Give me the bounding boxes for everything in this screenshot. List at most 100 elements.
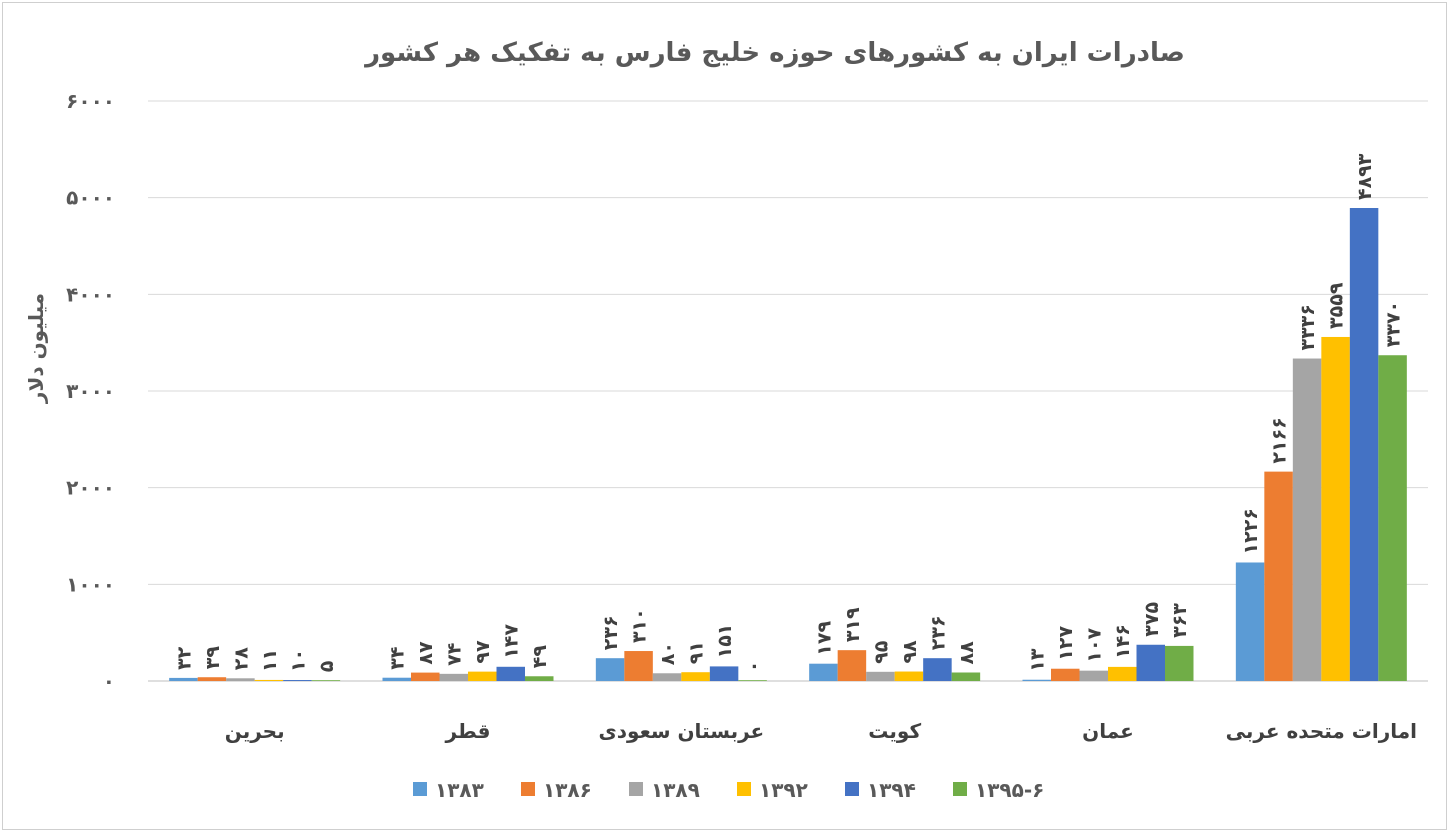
- data-label: ۲۳۶: [600, 615, 622, 650]
- bar: [837, 650, 867, 681]
- bar: [1349, 208, 1379, 681]
- data-label: ۳۳۳۶: [1297, 304, 1319, 350]
- data-label: ۱۴۶: [1112, 624, 1134, 659]
- category-label: عربستان سعودی: [598, 719, 764, 743]
- bar: [809, 663, 838, 681]
- legend-swatch: [953, 782, 967, 796]
- legend-swatch: [413, 782, 427, 796]
- data-label: ۳۱۰: [629, 608, 651, 643]
- legend-label: ۱۳۸۶: [543, 778, 592, 802]
- bar: [496, 666, 525, 681]
- data-label: ۱۱: [259, 649, 281, 672]
- data-label: ۴۸۹۳: [1354, 153, 1376, 200]
- data-label: ۸۸: [956, 641, 978, 665]
- data-label: ۸۰: [657, 642, 679, 665]
- data-label: ۹۵: [870, 640, 892, 664]
- y-tick-label: ۳۰۰۰: [66, 379, 115, 403]
- bar: [525, 676, 554, 681]
- bar: [951, 672, 981, 681]
- data-label: ۴۹: [529, 645, 551, 669]
- data-label: ۱۷۹: [813, 621, 835, 656]
- legend-swatch: [737, 782, 751, 796]
- data-label: ۱۲۷: [1055, 626, 1077, 661]
- legend-label: ۱۳۹۲: [759, 778, 808, 802]
- data-label: ۰: [743, 661, 765, 673]
- bar: [1235, 562, 1265, 681]
- bar: [226, 678, 255, 681]
- chart-title: صادرات ایران به کشورهای حوزه خلیج فارس ب…: [363, 38, 1185, 68]
- legend-label: ۱۳۸۳: [435, 778, 484, 802]
- bar: [283, 680, 312, 681]
- data-label: ۹۱: [686, 641, 708, 664]
- bar: [1165, 645, 1194, 681]
- bar: [894, 671, 924, 681]
- data-label: ۳۵۵۹: [1326, 282, 1348, 329]
- bar: [923, 658, 952, 681]
- bar: [1292, 358, 1322, 681]
- data-label: ۹۸: [899, 640, 921, 664]
- bars: [169, 208, 1407, 681]
- data-label: ۵: [316, 660, 338, 672]
- data-label: ۲۸: [230, 647, 252, 671]
- data-label: ۳۶۳: [1169, 603, 1191, 638]
- data-label: ۳۳۷۰: [1383, 301, 1405, 347]
- bar: [439, 673, 468, 681]
- bar-chart: ۳۲ ۳۹ ۲۸ ۱۱ ۱۰ ۵ ۳۴ ۸۷ ۷۴ ۹۷ ۱۴۷ ۴۹ ۲۳۶ ۳۱۰ ۸۰ ۹۱ ۱۵۱ ۰ ۱۷…: [24, 38, 1428, 802]
- legend-swatch: [845, 782, 859, 796]
- data-label: ۳۱۹: [842, 607, 864, 642]
- data-label: ۹۷: [472, 640, 494, 664]
- bar: [1108, 666, 1137, 681]
- category-label: کویت: [868, 719, 921, 743]
- bar: [624, 651, 653, 681]
- bar: [1321, 336, 1350, 681]
- bar: [382, 677, 411, 681]
- y-axis-ticks: ۰ ۱۰۰۰ ۲۰۰۰ ۳۰۰۰ ۴۰۰۰ ۵۰۰۰ ۶۰۰۰: [66, 89, 115, 693]
- legend-label: ۱۳۸۹: [651, 778, 700, 802]
- data-label: ۳۲: [173, 646, 195, 670]
- bar: [595, 658, 625, 681]
- bar: [1264, 471, 1293, 681]
- bar: [197, 677, 227, 681]
- data-label: ۷۴: [444, 643, 466, 666]
- y-tick-label: ۴۰۰۰: [66, 282, 115, 306]
- bar: [681, 672, 710, 681]
- legend: ۱۳۸۳ ۱۳۸۶ ۱۳۸۹ ۱۳۹۲ ۱۳۹۴ ۱۳۹۵-۶: [413, 778, 1044, 802]
- bar: [254, 679, 284, 681]
- bar: [1136, 644, 1165, 681]
- bar: [311, 680, 341, 681]
- bar: [652, 673, 682, 681]
- y-tick-label: ۲۰۰۰: [66, 476, 115, 500]
- legend-label: ۱۳۹۵-۶: [975, 778, 1044, 802]
- data-labels: ۳۲ ۳۹ ۲۸ ۱۱ ۱۰ ۵ ۳۴ ۸۷ ۷۴ ۹۷ ۱۴۷ ۴۹ ۲۳۶ ۳۱۰ ۸۰ ۹۱ ۱۵۱ ۰ ۱۷…: [173, 153, 1404, 672]
- gridlines: [148, 100, 1428, 682]
- x-axis-categories: بحرین قطر عربستان سعودی کویت عمان امارات متحد…: [225, 719, 1417, 743]
- data-label: ۱۲۲۶: [1240, 508, 1262, 554]
- bar: [1079, 670, 1108, 681]
- y-tick-label: ۵۰۰۰: [66, 186, 115, 210]
- bar: [1022, 679, 1051, 681]
- bar: [1378, 355, 1407, 681]
- data-label: ۱۳: [1027, 648, 1049, 672]
- data-label: ۲۳۶: [927, 615, 949, 650]
- bar: [468, 671, 497, 681]
- data-label: ۳۴: [387, 647, 409, 670]
- data-label: ۱۰۷: [1084, 627, 1106, 662]
- bar: [866, 671, 895, 681]
- category-label: امارات متحده عربی: [1226, 719, 1417, 743]
- bar: [738, 680, 767, 681]
- bar: [1051, 668, 1080, 681]
- bar: [709, 666, 739, 681]
- data-label: ۳۹: [202, 646, 224, 670]
- data-label: ۱۵۱: [714, 624, 736, 659]
- y-tick-label: ۰: [103, 669, 115, 693]
- y-axis-label: میلیون دلار: [24, 293, 48, 404]
- y-tick-label: ۶۰۰۰: [66, 89, 115, 113]
- y-tick-label: ۱۰۰۰: [66, 572, 115, 596]
- category-label: عمان: [1082, 719, 1134, 743]
- bar: [411, 672, 440, 681]
- data-label: ۸۷: [415, 641, 437, 665]
- legend-label: ۱۳۹۴: [867, 778, 916, 802]
- bar: [169, 677, 198, 681]
- category-label: بحرین: [225, 719, 285, 743]
